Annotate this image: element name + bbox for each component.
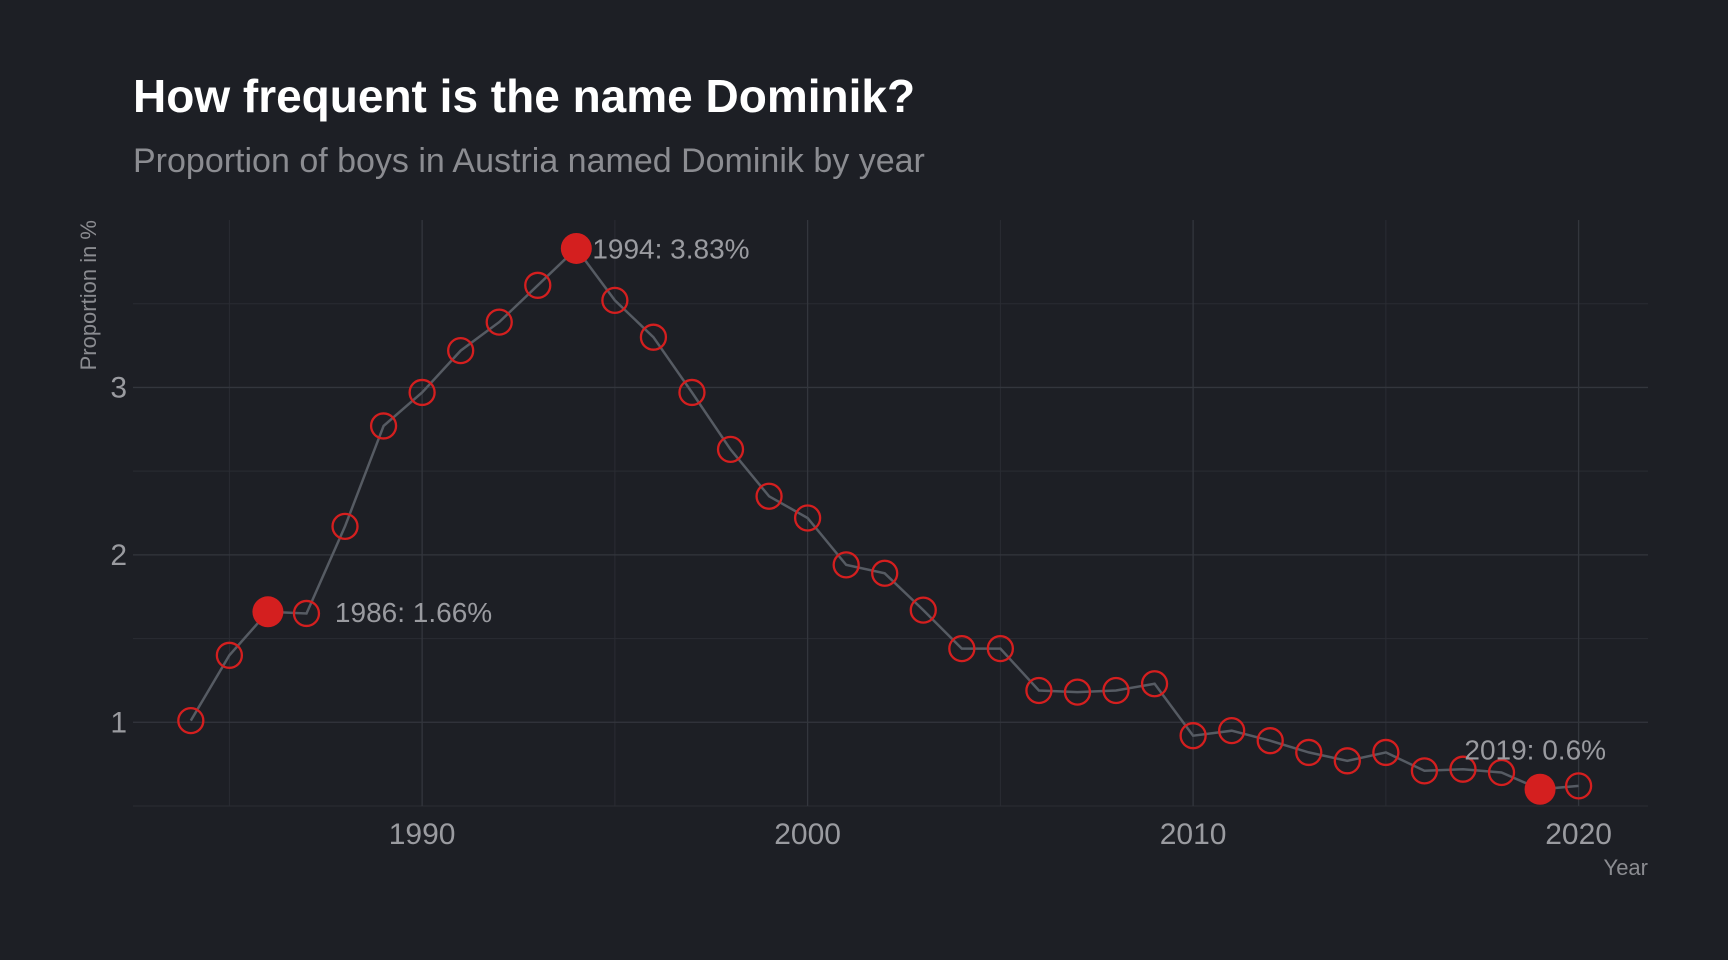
data-point (1372, 738, 1400, 767)
data-point (1218, 717, 1246, 745)
highlight-label: 1986: 1.66% (335, 597, 492, 628)
y-tick-label: 3 (110, 371, 127, 404)
data-point (639, 323, 668, 351)
data-point (793, 504, 822, 532)
data-point (1063, 678, 1092, 706)
x-tick-label: 1990 (389, 818, 456, 851)
y-tick-label: 1 (110, 706, 127, 739)
data-point (716, 435, 745, 464)
highlight-label: 1994: 3.83% (592, 233, 749, 264)
data-point (1140, 670, 1169, 698)
data-point (177, 706, 205, 735)
highlight-point (560, 232, 592, 264)
data-point (948, 634, 976, 663)
x-tick-label: 2020 (1545, 818, 1612, 851)
data-point (601, 286, 629, 315)
data-point (331, 512, 359, 541)
y-axis-ticks: 1 2 3 (110, 371, 127, 739)
x-tick-label: 2000 (774, 818, 841, 851)
data-point (1025, 676, 1053, 705)
data-point (1256, 727, 1284, 755)
y-axis-title: Proportion in % (76, 220, 101, 370)
series-line (189, 246, 1579, 791)
data-point (369, 412, 398, 440)
data-point (408, 378, 436, 407)
data-point (755, 482, 783, 510)
annotations: 1986: 1.66% 1994: 3.83% 2019: 0.6% (335, 233, 1606, 765)
highlight-point (252, 596, 284, 628)
highlight-point (1524, 773, 1556, 805)
x-tick-label: 2010 (1160, 818, 1227, 851)
x-axis-ticks: 1990 2000 2010 2020 (389, 818, 1612, 851)
highlight-label: 2019: 0.6% (1464, 734, 1606, 765)
data-point (1295, 738, 1323, 767)
data-point (909, 596, 937, 624)
data-point (986, 634, 1015, 663)
chart-title: How frequent is the name Dominik? (133, 70, 915, 122)
data-point (1410, 757, 1439, 785)
series-line-path (189, 246, 1579, 791)
data-point (871, 559, 899, 587)
data-point (1333, 747, 1361, 775)
data-point (832, 551, 860, 579)
data-point (1487, 758, 1516, 787)
data-point (1102, 676, 1130, 705)
x-axis-title: Year (1604, 855, 1648, 880)
data-point (292, 599, 321, 628)
data-point (215, 641, 244, 669)
data-point (678, 378, 706, 407)
data-points (177, 234, 1593, 803)
data-point (447, 336, 475, 365)
data-point (1449, 755, 1477, 783)
y-tick-label: 2 (110, 539, 127, 572)
data-point (485, 308, 513, 336)
data-point (1179, 722, 1207, 750)
grid (133, 220, 1648, 807)
data-point (524, 271, 552, 299)
highlights (252, 232, 1556, 805)
chart-subtitle: Proportion of boys in Austria named Domi… (133, 142, 925, 180)
data-point (1564, 772, 1593, 800)
